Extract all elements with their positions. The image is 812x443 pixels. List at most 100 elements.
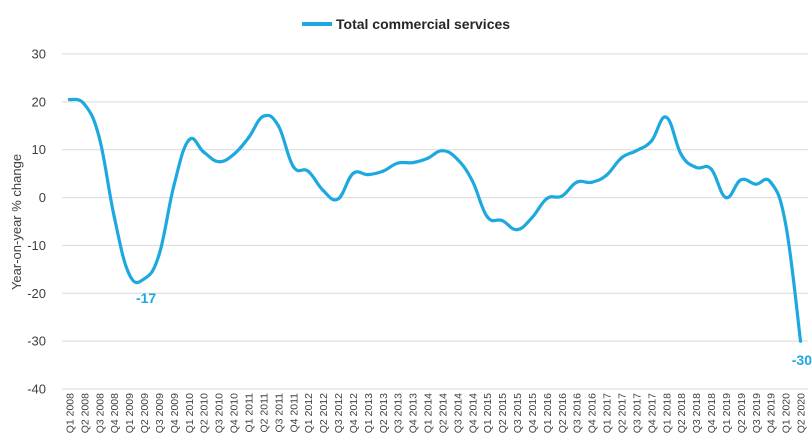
x-tick-label: Q3 2010 bbox=[214, 393, 226, 433]
x-tick-label: Q1 2017 bbox=[602, 393, 614, 433]
x-tick-label: Q3 2017 bbox=[631, 393, 643, 433]
x-tick-label: Q4 2009 bbox=[169, 393, 181, 433]
x-tick-label: Q4 2019 bbox=[766, 393, 778, 433]
data-point bbox=[470, 179, 474, 183]
x-tick-label: Q1 2015 bbox=[482, 393, 494, 433]
x-tick-label: Q1 2011 bbox=[244, 393, 256, 433]
data-point bbox=[739, 178, 743, 182]
x-tick-label: Q1 2009 bbox=[124, 393, 136, 433]
x-tick-label: Q3 2016 bbox=[572, 393, 584, 433]
annotations: -17 -30 bbox=[136, 290, 812, 368]
data-point bbox=[440, 149, 445, 153]
legend: Total commercial services bbox=[302, 16, 510, 32]
data-label: -30 bbox=[792, 352, 812, 368]
data-point bbox=[709, 167, 713, 171]
x-tick-label: Q1 2014 bbox=[423, 393, 435, 433]
data-point bbox=[694, 165, 698, 170]
x-tick-label: Q1 2016 bbox=[542, 393, 554, 433]
x-tick-label: Q4 2018 bbox=[706, 393, 718, 433]
x-tick-label: Q3 2012 bbox=[333, 393, 345, 433]
x-tick-label: Q2 2010 bbox=[199, 393, 211, 433]
data-point bbox=[575, 180, 579, 184]
data-point bbox=[142, 277, 146, 281]
legend-label: Total commercial services bbox=[336, 16, 510, 32]
x-tick-label: Q3 2014 bbox=[452, 393, 464, 433]
x-tick-label: Q1 2010 bbox=[184, 393, 196, 433]
x-tick-label: Q4 2015 bbox=[527, 393, 539, 433]
series-line bbox=[67, 97, 803, 343]
x-tick-label: Q2 2019 bbox=[736, 393, 748, 433]
series-layer bbox=[67, 97, 803, 343]
x-tick-label: Q2 2016 bbox=[557, 393, 569, 433]
data-point bbox=[485, 215, 489, 219]
data-point bbox=[649, 139, 653, 143]
data-point bbox=[634, 149, 639, 153]
data-point bbox=[769, 180, 773, 184]
data-point bbox=[530, 216, 534, 220]
data-point bbox=[112, 215, 116, 219]
data-point bbox=[724, 195, 728, 200]
data-point bbox=[321, 188, 325, 192]
x-tick-label: Q1 2012 bbox=[303, 393, 315, 433]
data-point bbox=[604, 173, 609, 177]
x-tick-label: Q1 2019 bbox=[721, 393, 733, 433]
y-tick-label: 30 bbox=[32, 47, 46, 62]
data-point bbox=[784, 222, 788, 226]
x-tick-label: Q4 2017 bbox=[646, 393, 658, 433]
data-point bbox=[679, 152, 683, 157]
y-axis-label: Year-on-year % change bbox=[9, 154, 24, 290]
data-point bbox=[366, 173, 370, 177]
x-tick-label: Q3 2019 bbox=[751, 393, 763, 433]
x-tick-label: Q2 2020 bbox=[796, 393, 808, 433]
x-tick-label: Q4 2010 bbox=[229, 393, 241, 433]
data-point bbox=[381, 169, 385, 173]
gridlines bbox=[62, 53, 808, 390]
x-tick-label: Q4 2008 bbox=[109, 393, 121, 433]
data-point bbox=[455, 157, 459, 161]
y-tick-label: -10 bbox=[27, 238, 46, 253]
x-tick-label: Q2 2011 bbox=[258, 393, 270, 433]
data-point bbox=[619, 156, 624, 160]
y-tick-label: 10 bbox=[32, 142, 46, 157]
data-point bbox=[306, 169, 310, 173]
data-point bbox=[336, 197, 340, 201]
y-tick-label: 20 bbox=[32, 94, 46, 109]
data-point bbox=[515, 228, 519, 232]
data-point bbox=[172, 184, 176, 188]
y-tick-label: 0 bbox=[39, 190, 46, 205]
data-point bbox=[157, 253, 161, 257]
x-tick-label: Q2 2009 bbox=[139, 393, 151, 433]
x-tick-label: Q2 2012 bbox=[318, 393, 330, 433]
data-point bbox=[425, 156, 430, 160]
x-tick-label: Q2 2017 bbox=[617, 393, 629, 433]
data-label: -17 bbox=[136, 290, 156, 306]
x-tick-label: Q4 2012 bbox=[348, 393, 360, 433]
data-point bbox=[396, 161, 400, 165]
data-point bbox=[664, 115, 668, 119]
data-point bbox=[798, 339, 803, 343]
x-tick-label: Q3 2009 bbox=[154, 393, 166, 433]
x-tick-label: Q4 2014 bbox=[467, 393, 479, 433]
data-point bbox=[545, 196, 549, 201]
x-tick-label: Q2 2015 bbox=[497, 393, 509, 433]
x-tick-label: Q4 2013 bbox=[408, 393, 420, 433]
data-point bbox=[276, 124, 280, 128]
x-tick-label: Q2 2008 bbox=[79, 393, 91, 433]
data-point bbox=[97, 136, 101, 140]
data-point bbox=[231, 152, 236, 157]
data-point bbox=[67, 97, 72, 102]
x-tick-label: Q4 2011 bbox=[288, 393, 300, 433]
data-point bbox=[560, 194, 564, 198]
x-tick-label: Q1 2018 bbox=[661, 393, 673, 433]
x-tick-label: Q2 2013 bbox=[378, 393, 390, 433]
data-point bbox=[246, 136, 251, 140]
data-point bbox=[411, 161, 415, 165]
x-tick-label: Q3 2013 bbox=[393, 393, 405, 433]
data-point bbox=[590, 180, 594, 184]
x-tick-label: Q2 2018 bbox=[676, 393, 688, 433]
y-tick-label: -40 bbox=[27, 382, 46, 397]
data-point bbox=[291, 164, 295, 169]
x-tick-label: Q2 2014 bbox=[437, 393, 449, 433]
x-tick-label: Q3 2008 bbox=[94, 393, 106, 433]
data-point bbox=[261, 114, 266, 118]
